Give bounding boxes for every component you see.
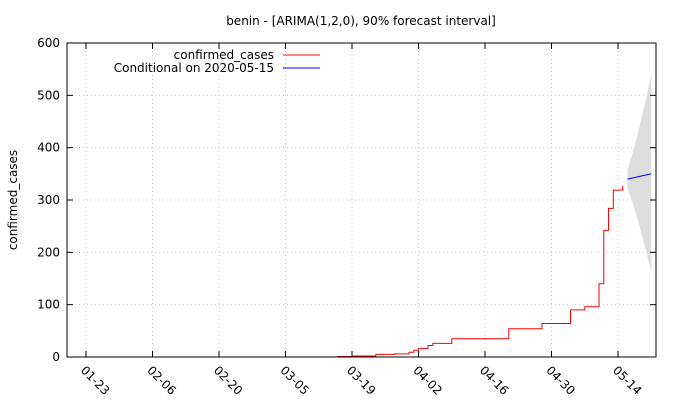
y-tick-label: 100 (37, 298, 60, 312)
y-tick-label: 200 (37, 245, 60, 259)
gridlines (67, 43, 656, 357)
y-tick-label: 400 (37, 141, 60, 155)
x-tick-label: 04-30 (543, 363, 578, 398)
x-tick-label: 04-16 (477, 363, 512, 398)
series-line-conditional-forecast (627, 173, 652, 180)
forecast-interval-band (627, 74, 652, 273)
y-tick-label: 500 (37, 88, 60, 102)
x-tick-label: 03-05 (277, 363, 312, 398)
x-tick-label: 05-14 (610, 363, 645, 398)
forecast-interval-area (627, 74, 652, 273)
legend-label: Conditional on 2020-05-15 (114, 61, 274, 75)
x-tick-label: 04-02 (410, 363, 445, 398)
x-tick-label: 03-19 (344, 363, 379, 398)
y-axis-ticks: 0 100 200 300 400 500 600 (37, 36, 656, 364)
series-lines (333, 173, 652, 358)
y-tick-label: 600 (37, 36, 60, 50)
legend-label: confirmed_cases (174, 48, 274, 62)
x-tick-label: 01-23 (78, 363, 113, 398)
x-axis-ticks: 01-23 02-06 02-20 03-05 03-19 04-02 04-16 04-30… (78, 43, 645, 398)
series-line-confirmed-cases (333, 185, 624, 358)
y-tick-label: 0 (52, 350, 60, 364)
y-tick-label: 300 (37, 193, 60, 207)
x-tick-label: 02-20 (211, 363, 246, 398)
y-axis-label: confirmed_cases (6, 150, 20, 250)
chart-title: benin - [ARIMA(1,2,0), 90% forecast inte… (226, 14, 496, 28)
x-tick-label: 02-06 (144, 363, 179, 398)
